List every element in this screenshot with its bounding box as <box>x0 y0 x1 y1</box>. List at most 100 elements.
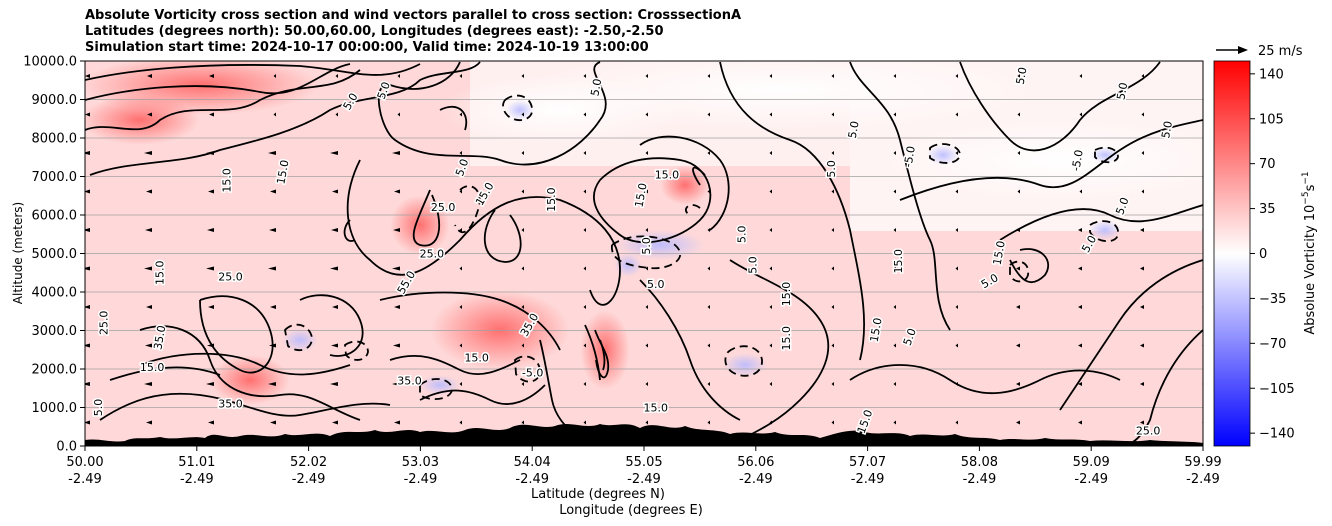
wind-vector <box>893 151 896 155</box>
x-tick-label-lat: 53.03 <box>402 455 439 470</box>
x-tick-label-lat: 50.00 <box>66 455 103 470</box>
wind-vector <box>831 228 834 232</box>
contour-label: 15.0 <box>633 182 650 208</box>
wind-vector <box>1078 305 1082 309</box>
wind-vector <box>645 266 648 271</box>
wind-vector <box>1078 266 1082 271</box>
contour-label: -5.0 <box>901 145 918 168</box>
wind-vector <box>332 305 338 309</box>
wind-vector <box>1141 112 1144 117</box>
wind-vector <box>645 228 648 232</box>
title-line-3: Simulation start time: 2024-10-17 00:00:… <box>85 40 649 55</box>
colorbar-label: Absolue Vorticity 10−5s−1 <box>1301 171 1318 334</box>
x-tick-label-lon: -2.49 <box>851 472 885 487</box>
wind-vector <box>645 382 648 386</box>
contour-label: 5.0 <box>1114 81 1130 100</box>
wind-vector <box>1079 74 1082 78</box>
contour-label: -5.0 <box>1069 149 1086 172</box>
wind-vector <box>85 382 90 386</box>
wind-vector <box>893 266 896 271</box>
wind-vector <box>707 343 710 348</box>
wind-vector <box>521 343 524 348</box>
contour-labels: 5.0 5.0 5.0 15.0 15.0 15.0 25.0 25.0 35.0 15.0 5.0… <box>90 65 1176 439</box>
wind-vector <box>1016 343 1020 348</box>
wind-vector <box>332 189 338 194</box>
wind-vector <box>147 112 152 117</box>
colorbar-tick-label: 105 <box>1259 112 1284 127</box>
contour-label: 25.0 <box>420 247 445 260</box>
wind-vector <box>893 382 896 386</box>
contour-label: 15.0 <box>545 187 558 212</box>
y-axis-label: Altitude (meters) <box>11 202 25 304</box>
wind-vector <box>1079 112 1082 117</box>
wind-vector <box>769 228 772 232</box>
wind-vector <box>583 305 586 309</box>
wind-vector <box>893 420 896 425</box>
wind-vector <box>146 305 152 309</box>
wind-vector <box>1017 112 1020 117</box>
x-tick-label-lat: 54.04 <box>514 455 551 470</box>
contour-label: 35.0 <box>218 398 243 411</box>
contour-label: 15.0 <box>644 401 669 414</box>
wind-vector <box>144 266 152 271</box>
wind-vector <box>583 112 586 117</box>
wind-vector <box>769 382 772 386</box>
colorbar-tick-label: −35 <box>1259 292 1286 307</box>
wind-vector <box>268 151 276 155</box>
contour-label: 15.0 <box>780 282 793 307</box>
wind-vector <box>1204 190 1207 194</box>
wind-vector <box>1141 74 1144 78</box>
x-tick-label-lon: -2.49 <box>292 472 326 487</box>
contour-label: 25.0 <box>97 311 110 336</box>
y-tick-label: 10000.0 <box>23 55 77 70</box>
wind-vector <box>85 189 90 194</box>
wind-vector <box>955 305 958 309</box>
wind-vector <box>893 305 896 309</box>
contour-label: 5.0 <box>825 160 838 178</box>
x-tick-label-lon: -2.49 <box>1186 472 1220 487</box>
y-tick-label: 5000.0 <box>32 247 78 262</box>
wind-vector <box>85 266 90 271</box>
y-tick-label: 8000.0 <box>32 132 78 147</box>
title-line-2: Latitudes (degrees north): 50.00,60.00, … <box>85 24 664 39</box>
wind-vector <box>1016 305 1020 309</box>
wind-vector <box>707 189 710 194</box>
wind-vector <box>1140 266 1144 271</box>
wind-vector <box>583 228 586 232</box>
colorbar-tick-label: −140 <box>1259 427 1295 442</box>
x-tick-label-lon: -2.49 <box>180 472 214 487</box>
wind-vector <box>459 266 462 271</box>
wind-vector <box>955 266 958 271</box>
wind-vector <box>207 343 214 348</box>
wind-vector <box>769 74 772 78</box>
y-tick-label: 4000.0 <box>32 286 78 301</box>
contour-label: 25.0 <box>431 201 456 214</box>
wind-vector <box>893 343 896 348</box>
wind-vector <box>707 382 710 386</box>
wind-vector <box>769 343 772 348</box>
wind-vector <box>208 305 214 309</box>
wind-vector <box>831 420 834 425</box>
wind-vector <box>331 343 338 348</box>
wind-vector <box>85 305 90 309</box>
contour-label: 35.0 <box>151 324 168 350</box>
wind-vector <box>645 343 648 348</box>
wind-vector <box>769 305 772 309</box>
colorbar-label-unit-exp: −1 <box>1301 171 1311 184</box>
wind-vector <box>583 420 586 425</box>
wind-vector <box>521 382 524 386</box>
wind-vector <box>85 228 90 232</box>
wind-vector <box>955 74 958 78</box>
wind-vector <box>831 151 834 155</box>
wind-vector <box>459 189 462 194</box>
wind-vector <box>707 74 710 78</box>
wind-vector <box>270 305 276 309</box>
wind-vector <box>769 189 772 194</box>
vorticity-field: 5.0 5.0 5.0 15.0 15.0 15.0 25.0 25.0 35.0 15.0 5.0… <box>85 61 1207 446</box>
y-gridlines <box>85 99 1203 408</box>
wind-vector <box>273 112 276 117</box>
wind-vector <box>1078 228 1082 232</box>
wind-vector <box>707 228 710 232</box>
wind-vector <box>459 228 462 232</box>
wind-vector <box>769 112 772 117</box>
